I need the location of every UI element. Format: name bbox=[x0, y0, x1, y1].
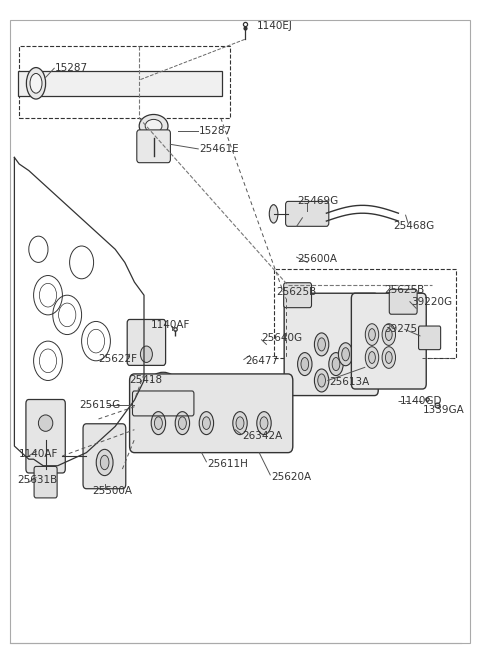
Ellipse shape bbox=[179, 417, 186, 430]
Text: 25620A: 25620A bbox=[271, 472, 312, 482]
Text: 26477: 26477 bbox=[245, 356, 278, 366]
Ellipse shape bbox=[139, 114, 168, 138]
Text: 25468G: 25468G bbox=[394, 221, 435, 232]
FancyBboxPatch shape bbox=[389, 289, 417, 314]
FancyBboxPatch shape bbox=[419, 326, 441, 350]
Ellipse shape bbox=[318, 338, 325, 351]
FancyBboxPatch shape bbox=[284, 283, 312, 308]
Ellipse shape bbox=[369, 329, 375, 340]
Ellipse shape bbox=[382, 323, 396, 345]
FancyBboxPatch shape bbox=[83, 424, 126, 489]
Ellipse shape bbox=[38, 415, 53, 432]
FancyBboxPatch shape bbox=[26, 400, 65, 473]
Text: 25631B: 25631B bbox=[17, 475, 57, 485]
Text: 25500A: 25500A bbox=[93, 485, 132, 496]
Ellipse shape bbox=[314, 333, 329, 356]
Ellipse shape bbox=[314, 369, 329, 392]
Text: 25611H: 25611H bbox=[207, 459, 248, 469]
Ellipse shape bbox=[260, 417, 268, 430]
Ellipse shape bbox=[257, 412, 271, 434]
FancyBboxPatch shape bbox=[284, 293, 378, 396]
Ellipse shape bbox=[175, 412, 190, 434]
Ellipse shape bbox=[365, 323, 379, 345]
Ellipse shape bbox=[140, 346, 153, 362]
Ellipse shape bbox=[236, 417, 244, 430]
FancyBboxPatch shape bbox=[137, 130, 170, 163]
Text: 39275: 39275 bbox=[384, 324, 417, 335]
Text: 25469G: 25469G bbox=[298, 196, 339, 207]
Ellipse shape bbox=[155, 417, 162, 430]
Ellipse shape bbox=[332, 358, 340, 371]
Ellipse shape bbox=[233, 412, 247, 434]
Ellipse shape bbox=[369, 352, 375, 363]
Text: 15287: 15287 bbox=[199, 126, 232, 136]
Ellipse shape bbox=[30, 73, 42, 93]
Ellipse shape bbox=[385, 352, 392, 363]
Text: 1140AF: 1140AF bbox=[151, 319, 191, 330]
Text: 26342A: 26342A bbox=[242, 430, 283, 441]
FancyBboxPatch shape bbox=[130, 374, 293, 453]
FancyBboxPatch shape bbox=[34, 466, 57, 498]
Ellipse shape bbox=[382, 346, 396, 369]
Ellipse shape bbox=[199, 412, 214, 434]
Text: 25600A: 25600A bbox=[298, 254, 337, 264]
Ellipse shape bbox=[301, 358, 309, 371]
Text: 1140AF: 1140AF bbox=[19, 449, 59, 459]
Text: 39220G: 39220G bbox=[411, 297, 452, 307]
Ellipse shape bbox=[203, 417, 210, 430]
Text: 1339GA: 1339GA bbox=[422, 405, 464, 415]
Ellipse shape bbox=[145, 119, 162, 133]
Ellipse shape bbox=[342, 348, 349, 361]
Text: 25615G: 25615G bbox=[79, 400, 120, 411]
Ellipse shape bbox=[26, 68, 46, 99]
Text: 25613A: 25613A bbox=[329, 377, 369, 387]
Text: 1140EJ: 1140EJ bbox=[257, 21, 293, 31]
Ellipse shape bbox=[269, 205, 278, 223]
Text: 25625B: 25625B bbox=[276, 287, 316, 297]
Ellipse shape bbox=[329, 352, 343, 375]
Ellipse shape bbox=[298, 352, 312, 375]
Ellipse shape bbox=[100, 455, 109, 470]
Text: 15287: 15287 bbox=[55, 63, 88, 73]
Text: 25640G: 25640G bbox=[262, 333, 303, 344]
Ellipse shape bbox=[318, 374, 325, 387]
Text: 25625B: 25625B bbox=[384, 285, 424, 295]
Ellipse shape bbox=[338, 342, 353, 366]
Text: 25418: 25418 bbox=[130, 375, 163, 386]
FancyBboxPatch shape bbox=[18, 71, 222, 96]
Text: 25461E: 25461E bbox=[199, 144, 239, 154]
Ellipse shape bbox=[96, 449, 113, 476]
FancyBboxPatch shape bbox=[351, 293, 426, 389]
FancyBboxPatch shape bbox=[127, 319, 166, 365]
FancyBboxPatch shape bbox=[286, 201, 329, 226]
Ellipse shape bbox=[151, 412, 166, 434]
Ellipse shape bbox=[365, 346, 379, 369]
Text: 25622F: 25622F bbox=[98, 354, 137, 364]
Ellipse shape bbox=[385, 329, 392, 340]
Text: 1140GD: 1140GD bbox=[399, 396, 442, 407]
